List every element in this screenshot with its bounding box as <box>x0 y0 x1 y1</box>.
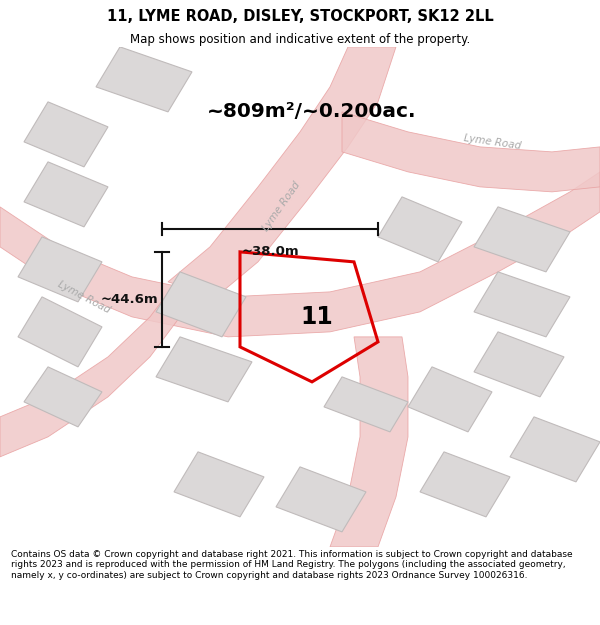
Text: Contains OS data © Crown copyright and database right 2021. This information is : Contains OS data © Crown copyright and d… <box>11 550 572 580</box>
Polygon shape <box>18 237 102 302</box>
Polygon shape <box>342 112 600 192</box>
Polygon shape <box>474 332 564 397</box>
Polygon shape <box>18 297 102 367</box>
Polygon shape <box>168 47 396 297</box>
Polygon shape <box>96 47 192 112</box>
Text: Lyme Road: Lyme Road <box>262 180 302 234</box>
Text: Lyme Road: Lyme Road <box>463 133 521 151</box>
Polygon shape <box>24 367 102 427</box>
Polygon shape <box>156 337 252 402</box>
Text: 11, LYME ROAD, DISLEY, STOCKPORT, SK12 2LL: 11, LYME ROAD, DISLEY, STOCKPORT, SK12 2… <box>107 9 493 24</box>
Polygon shape <box>0 172 600 337</box>
Polygon shape <box>408 367 492 432</box>
Polygon shape <box>510 417 600 482</box>
Polygon shape <box>156 272 246 337</box>
Polygon shape <box>474 207 570 272</box>
Polygon shape <box>24 162 108 227</box>
Text: Map shows position and indicative extent of the property.: Map shows position and indicative extent… <box>130 32 470 46</box>
Polygon shape <box>276 467 366 532</box>
Polygon shape <box>474 272 570 337</box>
Text: 11: 11 <box>301 305 333 329</box>
Polygon shape <box>420 452 510 517</box>
Text: ~809m²/~0.200ac.: ~809m²/~0.200ac. <box>207 102 417 121</box>
Text: Lyme Road: Lyme Road <box>56 279 112 315</box>
Polygon shape <box>330 337 408 547</box>
Text: ~38.0m: ~38.0m <box>241 246 299 258</box>
Polygon shape <box>324 377 408 432</box>
Polygon shape <box>378 197 462 262</box>
Text: ~44.6m: ~44.6m <box>100 293 158 306</box>
Polygon shape <box>174 452 264 517</box>
Polygon shape <box>0 277 180 457</box>
Polygon shape <box>24 102 108 167</box>
